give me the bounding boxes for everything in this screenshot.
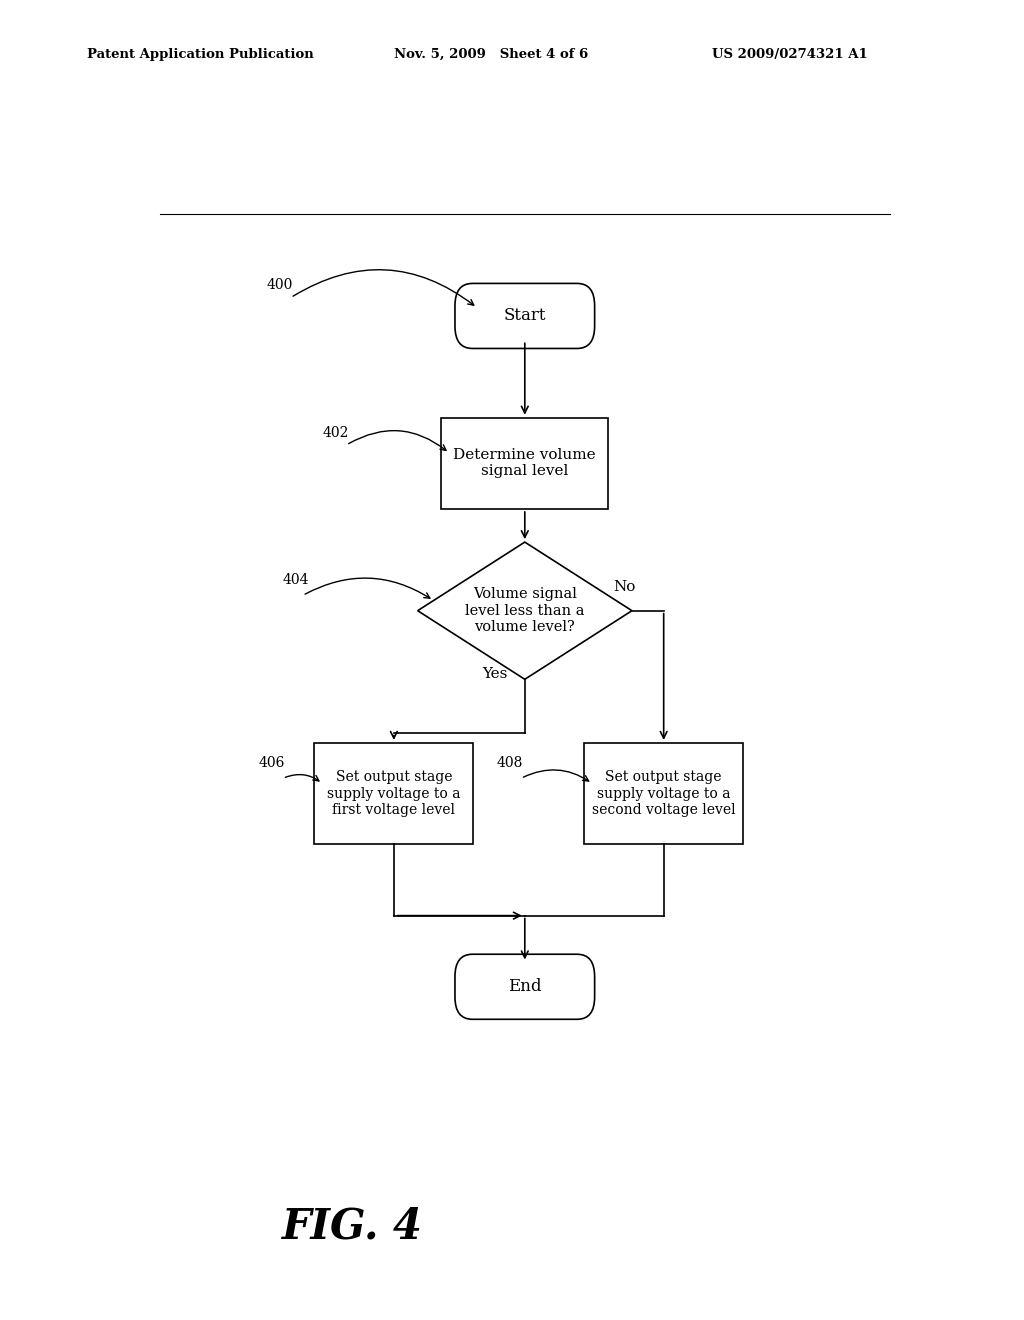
FancyBboxPatch shape (455, 284, 595, 348)
Text: 400: 400 (267, 279, 293, 293)
Text: 406: 406 (259, 756, 286, 770)
Text: Volume signal
level less than a
volume level?: Volume signal level less than a volume l… (465, 587, 585, 634)
Text: Patent Application Publication: Patent Application Publication (87, 48, 313, 61)
Text: Determine volume
signal level: Determine volume signal level (454, 449, 596, 478)
Text: US 2009/0274321 A1: US 2009/0274321 A1 (712, 48, 867, 61)
Text: Start: Start (504, 308, 546, 325)
Text: Set output stage
supply voltage to a
first voltage level: Set output stage supply voltage to a fir… (327, 771, 461, 817)
Polygon shape (418, 543, 632, 680)
Text: 402: 402 (323, 426, 349, 440)
Text: Set output stage
supply voltage to a
second voltage level: Set output stage supply voltage to a sec… (592, 771, 735, 817)
Bar (441, 417, 608, 510)
Text: End: End (508, 978, 542, 995)
Text: Yes: Yes (482, 667, 507, 681)
Bar (314, 743, 473, 845)
Text: 408: 408 (497, 756, 523, 770)
Text: FIG. 4: FIG. 4 (282, 1205, 423, 1247)
Text: Nov. 5, 2009   Sheet 4 of 6: Nov. 5, 2009 Sheet 4 of 6 (394, 48, 589, 61)
FancyBboxPatch shape (455, 954, 595, 1019)
Bar (585, 743, 743, 845)
Text: No: No (612, 581, 635, 594)
Text: 404: 404 (283, 573, 309, 587)
